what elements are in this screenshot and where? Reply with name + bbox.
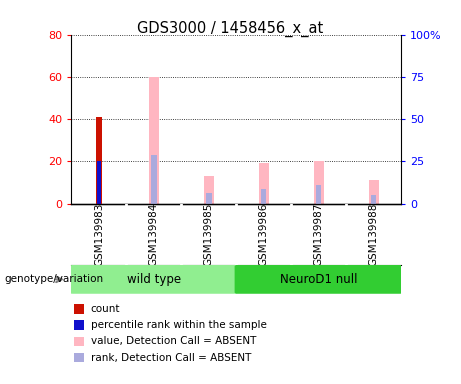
Text: wild type: wild type xyxy=(127,273,181,286)
Text: NeuroD1 null: NeuroD1 null xyxy=(280,273,357,286)
Bar xyxy=(314,161,324,204)
Bar xyxy=(259,164,269,204)
Text: GSM139985: GSM139985 xyxy=(204,202,214,266)
Bar xyxy=(149,77,159,204)
Text: genotype/variation: genotype/variation xyxy=(5,274,104,285)
Text: percentile rank within the sample: percentile rank within the sample xyxy=(91,320,267,330)
Bar xyxy=(96,117,102,204)
FancyBboxPatch shape xyxy=(70,265,238,294)
FancyBboxPatch shape xyxy=(235,265,403,294)
Text: GSM139983: GSM139983 xyxy=(94,202,104,266)
Bar xyxy=(369,180,378,204)
Text: GSM139986: GSM139986 xyxy=(259,202,269,266)
Text: GSM139984: GSM139984 xyxy=(149,202,159,266)
Bar xyxy=(204,176,214,204)
Text: GSM139987: GSM139987 xyxy=(313,202,324,266)
Bar xyxy=(371,195,376,204)
Text: GSM139988: GSM139988 xyxy=(369,202,378,266)
Text: count: count xyxy=(91,304,120,314)
Bar xyxy=(151,155,157,204)
Bar xyxy=(206,193,212,204)
Bar xyxy=(97,161,100,204)
Bar xyxy=(261,189,266,204)
Text: value, Detection Call = ABSENT: value, Detection Call = ABSENT xyxy=(91,336,256,346)
Bar xyxy=(316,185,321,204)
Text: rank, Detection Call = ABSENT: rank, Detection Call = ABSENT xyxy=(91,353,251,362)
Text: GDS3000 / 1458456_x_at: GDS3000 / 1458456_x_at xyxy=(137,21,324,37)
